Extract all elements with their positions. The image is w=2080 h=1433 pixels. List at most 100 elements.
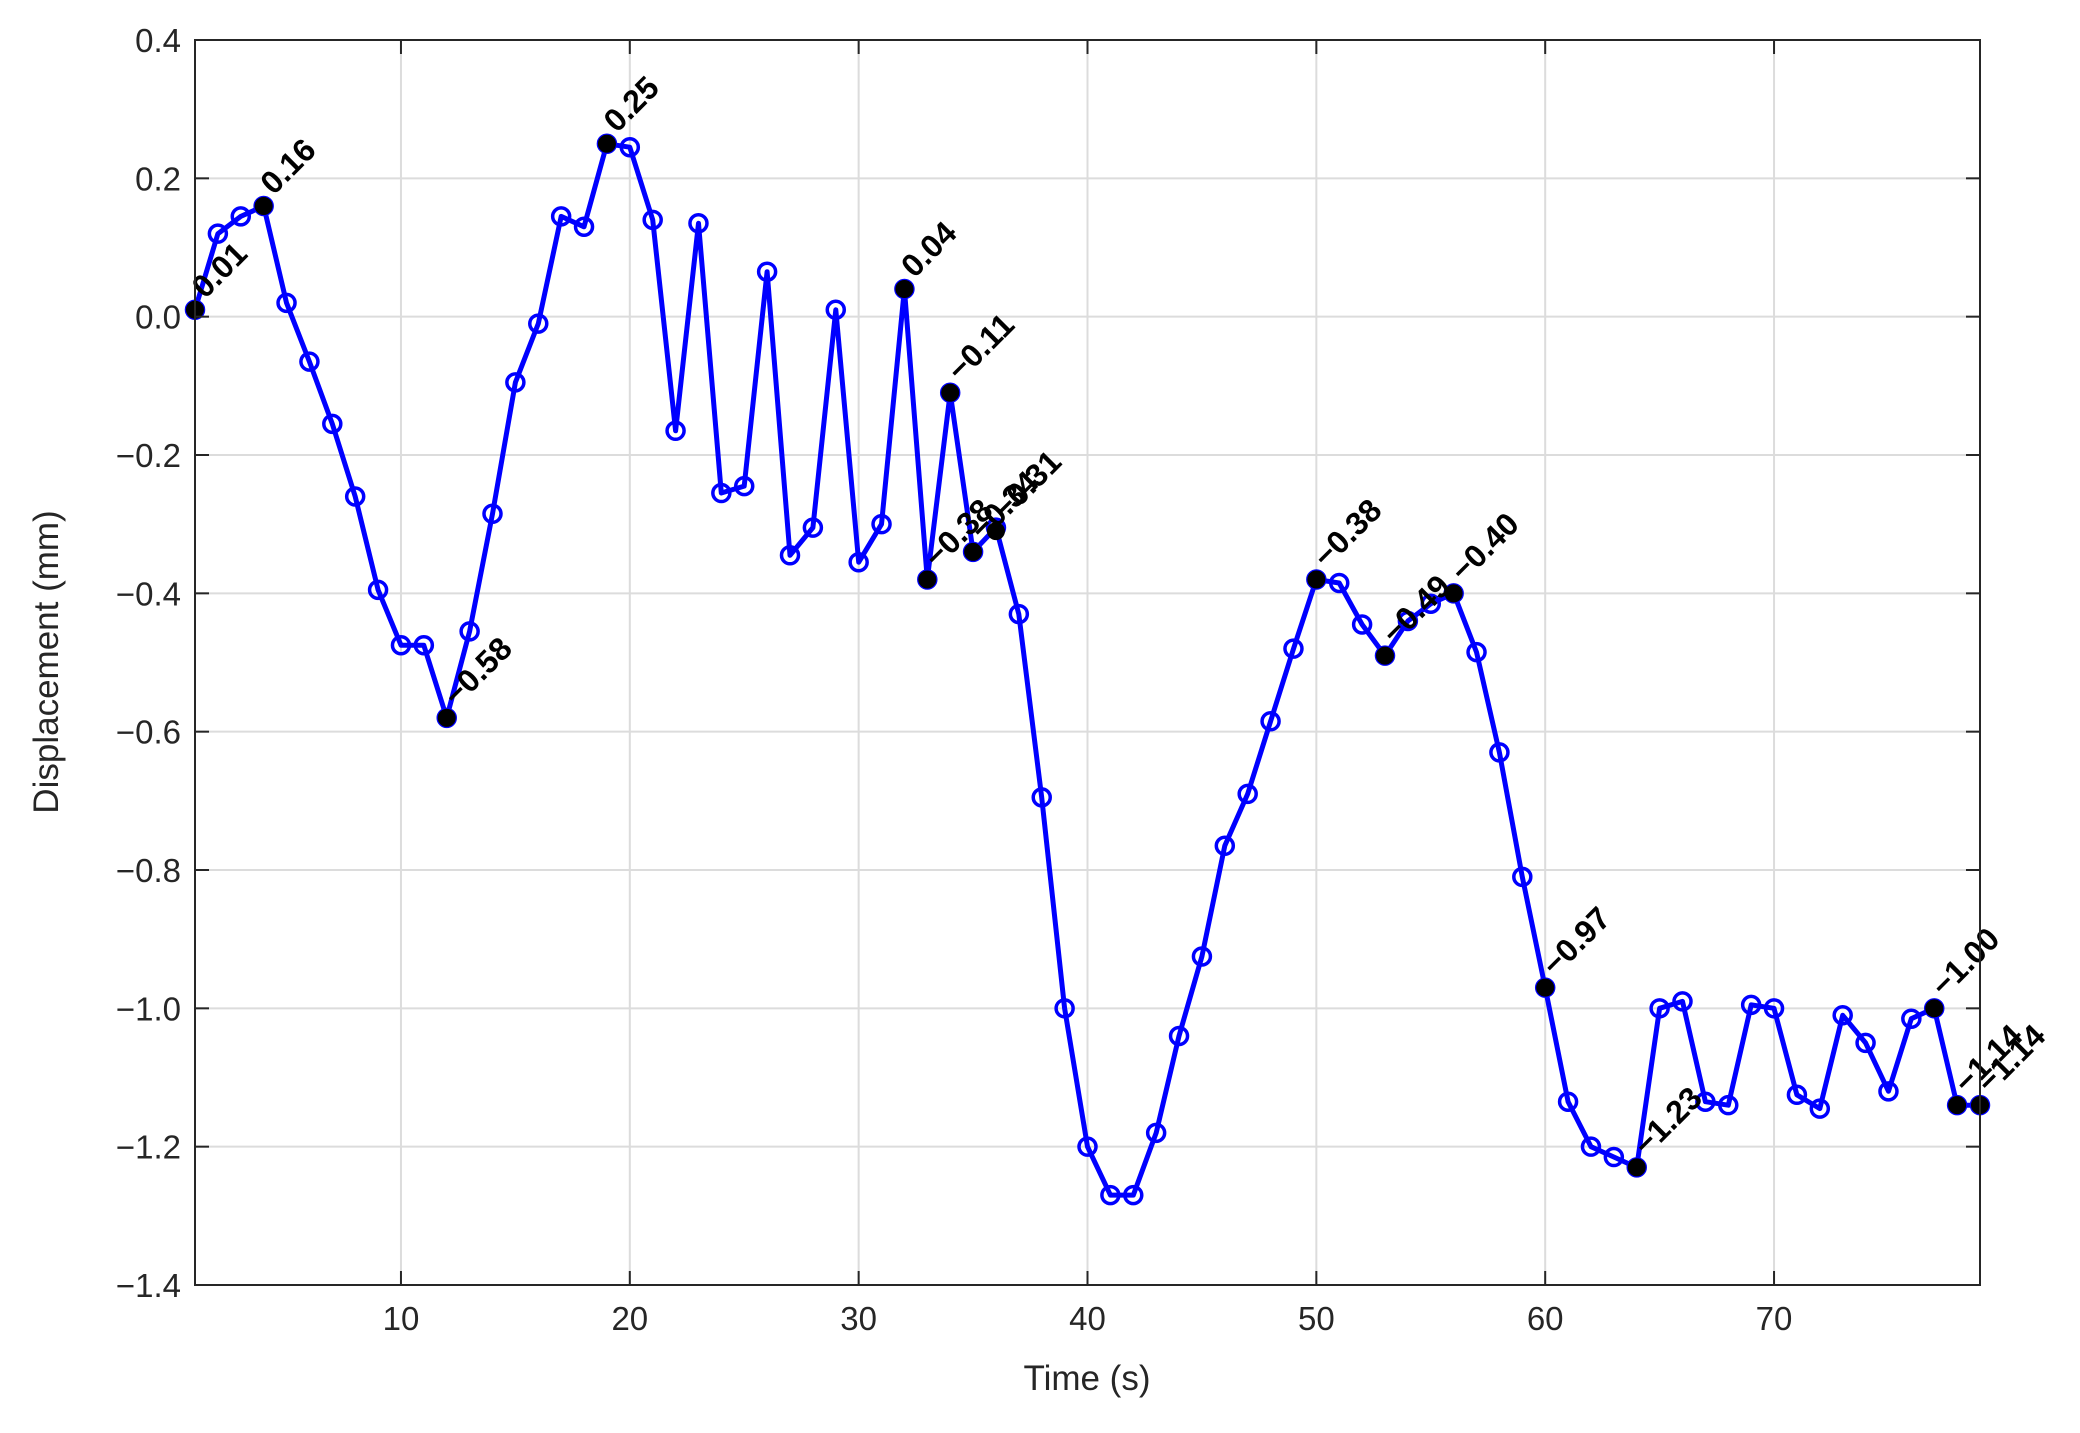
data-point bbox=[1809, 1098, 1831, 1119]
annotated-point bbox=[1925, 999, 1944, 1018]
data-point bbox=[1855, 1032, 1876, 1054]
data-point bbox=[1351, 614, 1373, 635]
data-point bbox=[1695, 1091, 1716, 1112]
y-tick-label: −0.4 bbox=[116, 575, 181, 612]
x-tick-label: 30 bbox=[840, 1300, 877, 1337]
data-point bbox=[1077, 1136, 1098, 1157]
x-tick-label: 50 bbox=[1298, 1300, 1335, 1337]
annotated-point bbox=[1376, 646, 1394, 665]
annotated-point bbox=[1536, 978, 1555, 997]
data-point bbox=[688, 213, 709, 234]
y-tick-label: −0.6 bbox=[116, 714, 181, 751]
y-tick-label: −1.2 bbox=[116, 1129, 181, 1166]
x-axis-label: Time (s) bbox=[1023, 1359, 1150, 1398]
data-point bbox=[1832, 1005, 1853, 1026]
y-tick-label: −0.8 bbox=[116, 852, 181, 889]
data-point bbox=[1328, 572, 1350, 594]
y-axis-label: Displacement (mm) bbox=[27, 510, 66, 813]
data-point bbox=[230, 206, 252, 227]
x-tick-label: 40 bbox=[1069, 1300, 1106, 1337]
data-point bbox=[1878, 1081, 1899, 1102]
y-tick-label: 0.4 bbox=[135, 22, 181, 59]
data-point bbox=[1145, 1122, 1167, 1144]
data-point bbox=[1260, 711, 1281, 732]
data-point bbox=[1557, 1091, 1579, 1112]
annotated-point bbox=[1627, 1158, 1646, 1177]
data-point bbox=[871, 513, 892, 535]
data-point bbox=[322, 413, 343, 435]
data-point bbox=[802, 517, 824, 538]
data-point bbox=[779, 545, 801, 566]
data-point bbox=[1031, 787, 1052, 808]
data-point bbox=[1237, 783, 1258, 805]
annotated-point bbox=[254, 197, 273, 215]
data-point bbox=[756, 261, 778, 282]
y-tick-label: 0.2 bbox=[135, 160, 181, 197]
annotated-point bbox=[895, 280, 914, 298]
data-point bbox=[1100, 1184, 1121, 1206]
series-line bbox=[192, 141, 1980, 1198]
y-tick-label: −0.2 bbox=[116, 437, 181, 474]
x-tick-label: 20 bbox=[611, 1300, 648, 1337]
data-point bbox=[413, 634, 435, 656]
data-point bbox=[665, 420, 686, 442]
data-point bbox=[848, 551, 869, 573]
data-point bbox=[390, 634, 412, 656]
x-tick-label: 10 bbox=[383, 1300, 420, 1337]
data-point bbox=[207, 223, 229, 244]
data-point bbox=[1718, 1094, 1739, 1116]
data-point bbox=[344, 486, 366, 507]
x-tick-label: 60 bbox=[1527, 1300, 1564, 1337]
annotated-point bbox=[964, 542, 983, 561]
data-point bbox=[1054, 998, 1075, 1019]
data-point bbox=[1740, 994, 1762, 1016]
data-point bbox=[1649, 998, 1670, 1019]
data-point bbox=[1763, 998, 1785, 1019]
annotated-point bbox=[437, 708, 456, 727]
annotated-point bbox=[1948, 1096, 1967, 1115]
x-axis: 10 20 30 40 50 60 70 bbox=[383, 40, 1793, 1337]
data-point bbox=[1512, 866, 1533, 888]
data-point bbox=[550, 206, 572, 227]
data-point bbox=[299, 351, 320, 372]
x-tick-label: 70 bbox=[1756, 1300, 1793, 1337]
data-point bbox=[482, 503, 503, 525]
data-point bbox=[1672, 991, 1693, 1012]
data-point bbox=[528, 313, 549, 334]
data-point bbox=[642, 209, 663, 231]
data-point bbox=[1901, 1008, 1922, 1029]
data-point bbox=[1603, 1146, 1625, 1168]
y-tick-label: 0.0 bbox=[135, 299, 181, 336]
data-point bbox=[733, 475, 755, 497]
data-point bbox=[1123, 1184, 1144, 1206]
annotated-point bbox=[986, 522, 1005, 541]
y-tick-label: −1.0 bbox=[116, 990, 181, 1027]
annotated-point bbox=[918, 570, 937, 589]
data-point bbox=[1191, 946, 1213, 967]
data-point bbox=[1397, 610, 1419, 632]
y-axis: 0.4 0.2 0.0 −0.2 −0.4 −0.6 −0.8 −1.0 −1.2 −1.4 bbox=[116, 22, 1980, 1304]
data-point bbox=[1466, 641, 1487, 663]
data-point bbox=[1283, 638, 1304, 659]
data-point bbox=[505, 372, 526, 393]
annotated-point bbox=[597, 134, 616, 153]
data-point bbox=[367, 579, 389, 601]
data-point bbox=[1168, 1025, 1190, 1047]
data-point bbox=[1580, 1136, 1602, 1157]
data-point bbox=[1786, 1084, 1808, 1106]
annotated-point bbox=[941, 383, 960, 402]
data-point bbox=[1008, 603, 1030, 625]
series-layer bbox=[192, 141, 1980, 1198]
data-point bbox=[825, 299, 847, 320]
data-point bbox=[1489, 742, 1510, 763]
y-tick-label: −1.4 bbox=[116, 1267, 181, 1304]
annotated-point bbox=[1444, 584, 1463, 603]
data-point bbox=[276, 292, 297, 314]
data-point bbox=[619, 136, 641, 158]
data-point bbox=[1420, 593, 1442, 614]
data-point bbox=[1214, 835, 1236, 857]
data-point bbox=[459, 621, 480, 642]
data-point bbox=[711, 482, 732, 504]
data-point bbox=[573, 216, 595, 237]
